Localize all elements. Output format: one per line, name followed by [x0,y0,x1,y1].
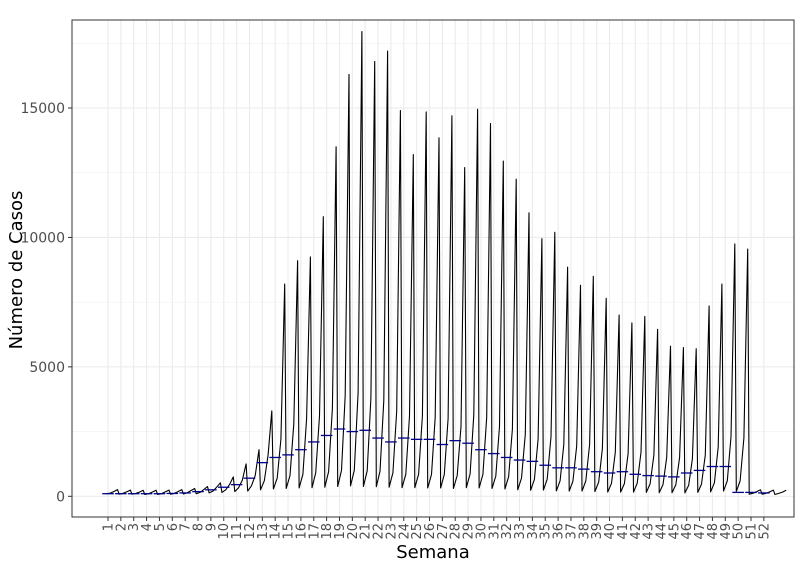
x-axis: 1234567891011121314151617181920212223242… [102,517,772,540]
x-tick-label: 34 [526,523,541,540]
x-tick-label: 8 [192,523,207,531]
x-tick-label: 15 [282,523,297,540]
x-tick-label: 29 [462,523,477,540]
x-tick-label: 4 [140,523,155,531]
x-tick-label: 48 [706,523,721,540]
x-tick-label: 36 [552,523,567,540]
x-tick-label: 42 [629,523,644,540]
y-axis: 0 5000 10000 15000 [20,101,72,505]
x-tick-label: 2 [114,523,129,531]
x-tick-label: 16 [294,523,309,540]
x-tick-label: 21 [359,523,374,540]
x-tick-label: 23 [384,523,399,540]
x-tick-label: 18 [320,523,335,540]
x-tick-label: 7 [179,523,194,531]
x-tick-label: 28 [449,523,464,540]
x-tick-label: 49 [719,523,734,540]
x-tick-label: 3 [127,523,142,531]
x-tick-label: 10 [217,523,232,540]
x-tick-label: 11 [230,523,245,540]
plot-background [72,20,794,517]
x-tick-label: 51 [745,523,760,540]
mean-layer [102,428,770,495]
x-tick-label: 46 [680,523,695,540]
x-tick-label: 38 [577,523,592,540]
x-tick-label: 14 [269,523,284,540]
x-tick-label: 9 [204,523,219,531]
x-tick-label: 27 [436,523,451,540]
x-tick-label: 40 [603,523,618,540]
x-tick-label: 12 [243,523,258,540]
y-tick-label: 10000 [20,230,65,246]
x-tick-label: 39 [590,523,605,540]
x-tick-label: 1 [102,523,117,531]
x-tick-label: 35 [539,523,554,540]
x-tick-label: 25 [410,523,425,540]
x-tick-label: 13 [256,523,271,540]
cases-series-line [106,31,787,496]
x-tick-label: 37 [564,523,579,540]
x-tick-label: 44 [654,523,669,540]
x-tick-label: 33 [513,523,528,540]
x-tick-label: 31 [487,523,502,540]
grid-major [72,20,794,517]
x-axis-title: Semana [396,542,470,563]
x-tick-label: 50 [732,523,747,540]
x-tick-label: 41 [616,523,631,540]
x-tick-label: 26 [423,523,438,540]
x-tick-label: 5 [153,523,168,531]
x-tick-label: 45 [667,523,682,540]
x-tick-label: 43 [642,523,657,540]
x-tick-label: 24 [397,523,412,540]
plot-border [71,19,795,518]
x-tick-label: 52 [757,523,772,540]
y-tick-label: 5000 [29,360,65,376]
y-tick-label: 15000 [20,101,65,117]
series-layer [106,31,787,496]
x-tick-label: 20 [346,523,361,540]
x-tick-label: 47 [693,523,708,540]
x-tick-label: 19 [333,523,348,540]
x-tick-label: 22 [372,523,387,540]
x-tick-label: 30 [474,523,489,540]
x-tick-label: 6 [166,523,181,531]
y-tick-label: 0 [56,489,65,505]
y-axis-title: Número de Casos [6,191,27,350]
x-tick-label: 17 [307,523,322,540]
x-tick-label: 32 [500,523,515,540]
